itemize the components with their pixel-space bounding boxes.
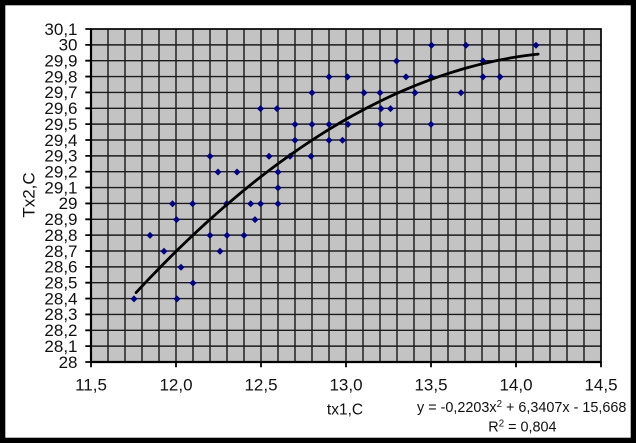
svg-text:11,5: 11,5 bbox=[75, 376, 107, 395]
svg-text:29,4: 29,4 bbox=[44, 131, 77, 150]
svg-text:28,5: 28,5 bbox=[44, 274, 77, 293]
svg-text:14,5: 14,5 bbox=[584, 376, 617, 395]
svg-text:28,6: 28,6 bbox=[44, 258, 77, 277]
svg-text:Tx2,C: Tx2,C bbox=[20, 172, 39, 217]
svg-text:29,8: 29,8 bbox=[44, 67, 77, 86]
svg-text:29,9: 29,9 bbox=[44, 52, 77, 71]
svg-text:12,0: 12,0 bbox=[159, 376, 192, 395]
svg-text:13,0: 13,0 bbox=[329, 376, 362, 395]
svg-text:29: 29 bbox=[59, 194, 78, 213]
svg-text:28,9: 28,9 bbox=[44, 210, 77, 229]
svg-text:28,4: 28,4 bbox=[44, 289, 77, 308]
svg-text:29,6: 29,6 bbox=[44, 99, 77, 118]
svg-text:28,2: 28,2 bbox=[44, 321, 77, 340]
svg-text:28,8: 28,8 bbox=[44, 226, 77, 245]
svg-text:28,3: 28,3 bbox=[44, 305, 77, 324]
svg-text:tx1,C: tx1,C bbox=[327, 402, 363, 419]
svg-text:14,0: 14,0 bbox=[499, 376, 532, 395]
svg-text:R2 = 0,804: R2 = 0,804 bbox=[488, 418, 556, 435]
svg-text:29,1: 29,1 bbox=[44, 178, 77, 197]
svg-text:y = -0,2203x2 + 6,3407x - 15,6: y = -0,2203x2 + 6,3407x - 15,668 bbox=[417, 399, 626, 416]
svg-text:28,7: 28,7 bbox=[44, 242, 77, 261]
svg-text:30: 30 bbox=[59, 36, 78, 55]
svg-text:29,7: 29,7 bbox=[44, 83, 77, 102]
svg-text:28: 28 bbox=[59, 353, 78, 372]
svg-text:12,5: 12,5 bbox=[244, 376, 277, 395]
svg-text:28,1: 28,1 bbox=[44, 337, 77, 356]
svg-text:29,3: 29,3 bbox=[44, 147, 77, 166]
svg-text:29,2: 29,2 bbox=[44, 163, 77, 182]
svg-text:30,1: 30,1 bbox=[44, 20, 77, 39]
svg-text:13,5: 13,5 bbox=[414, 376, 447, 395]
svg-text:29,5: 29,5 bbox=[44, 115, 77, 134]
